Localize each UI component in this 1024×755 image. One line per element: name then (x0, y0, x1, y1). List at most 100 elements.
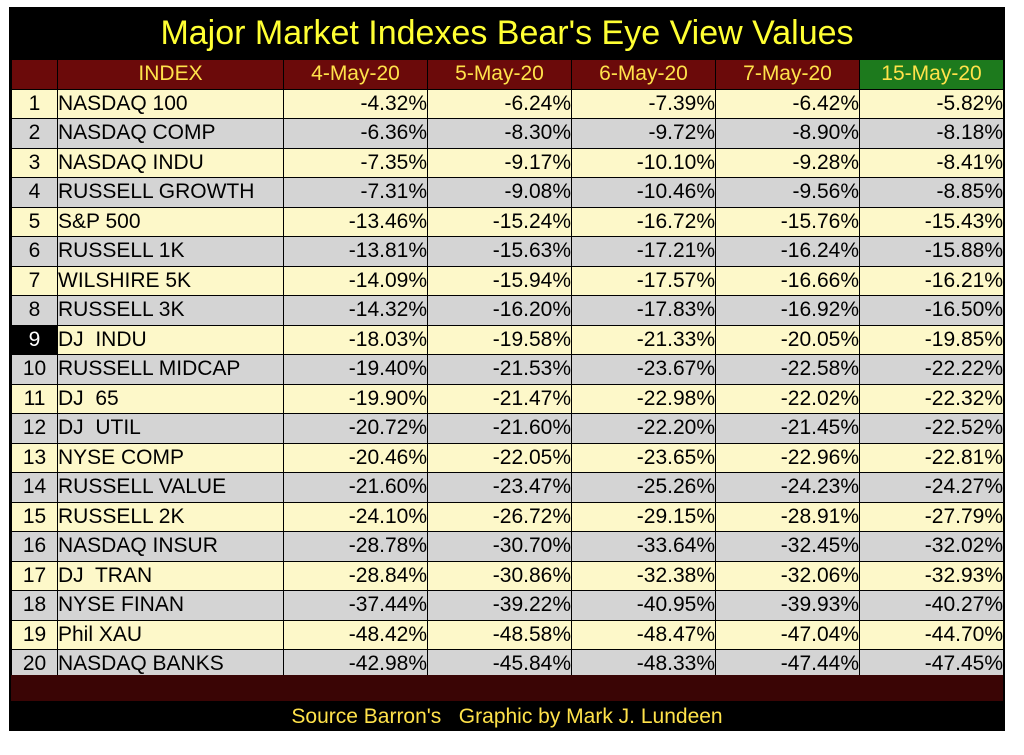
index-name: RUSSELL 1K (57, 236, 284, 267)
value-cell: -9.28% (715, 147, 860, 178)
value-cell: -16.24% (715, 236, 860, 267)
value-cell: -8.30% (427, 118, 572, 149)
value-cell: -28.91% (715, 501, 860, 532)
value-cell: -15.43% (859, 206, 1004, 237)
value-cell: -8.90% (715, 118, 860, 149)
index-name: RUSSELL 2K (57, 501, 284, 532)
table-row: 6 RUSSELL 1K -13.81% -15.63% -17.21% -16.24% -… (11, 236, 1004, 267)
value-cell: -14.09% (283, 265, 428, 296)
value-cell: -39.93% (715, 590, 860, 621)
value-cell: -19.85% (859, 324, 1004, 355)
header-date-3: 5-May-20 (427, 59, 572, 90)
value-cell: -19.90% (283, 383, 428, 414)
value-cell: -32.45% (715, 531, 860, 562)
value-cell: -32.38% (571, 560, 716, 591)
value-cell: -6.24% (427, 88, 572, 119)
index-name: DJ UTIL (57, 413, 284, 444)
table-row: 5 S&P 500 -13.46% -15.24% -16.72% -15.76% -15.… (11, 206, 1004, 237)
value-cell: -29.15% (571, 501, 716, 532)
row-number: 20 (11, 649, 58, 680)
row-number: 4 (11, 177, 58, 208)
value-cell: -22.05% (427, 442, 572, 473)
value-cell: -13.46% (283, 206, 428, 237)
index-table: INDEX 4-May-20 5-May-20 6-May-20 7-May-20 15-… (11, 59, 1004, 680)
value-cell: -5.82% (859, 88, 1004, 119)
value-cell: -48.33% (571, 649, 716, 680)
index-name: RUSSELL VALUE (57, 472, 284, 503)
value-cell: -9.08% (427, 177, 572, 208)
index-name: RUSSELL MIDCAP (57, 354, 284, 385)
value-cell: -26.72% (427, 501, 572, 532)
table-row: 11 DJ 65 -19.90% -21.47% -22.98% -22.02% -22.3… (11, 383, 1004, 414)
index-name: NYSE FINAN (57, 590, 284, 621)
value-cell: -19.58% (427, 324, 572, 355)
chart-title: Major Market Indexes Bear's Eye View Val… (160, 14, 854, 52)
row-number: 10 (11, 354, 58, 385)
value-cell: -15.63% (427, 236, 572, 267)
index-name: RUSSELL 3K (57, 295, 284, 326)
index-name: DJ TRAN (57, 560, 284, 591)
value-cell: -19.40% (283, 354, 428, 385)
value-cell: -14.32% (283, 295, 428, 326)
value-cell: -44.70% (859, 619, 1004, 650)
row-number: 12 (11, 413, 58, 444)
row-number: 7 (11, 265, 58, 296)
row-number: 17 (11, 560, 58, 591)
value-cell: -30.86% (427, 560, 572, 591)
table-row: 14 RUSSELL VALUE -21.60% -23.47% -25.26% -24.… (11, 472, 1004, 503)
row-number: 15 (11, 501, 58, 532)
value-cell: -22.02% (715, 383, 860, 414)
value-cell: -21.60% (427, 413, 572, 444)
header-number (11, 59, 58, 90)
value-cell: -48.47% (571, 619, 716, 650)
row-number: 2 (11, 118, 58, 149)
value-cell: -16.50% (859, 295, 1004, 326)
value-cell: -22.52% (859, 413, 1004, 444)
value-cell: -32.02% (859, 531, 1004, 562)
table-row: 9 DJ INDU -18.03% -19.58% -21.33% -20.05% -19.… (11, 324, 1004, 355)
value-cell: -16.20% (427, 295, 572, 326)
value-cell: -8.18% (859, 118, 1004, 149)
value-cell: -7.31% (283, 177, 428, 208)
value-cell: -21.45% (715, 413, 860, 444)
value-cell: -22.58% (715, 354, 860, 385)
value-cell: -37.44% (283, 590, 428, 621)
value-cell: -40.27% (859, 590, 1004, 621)
value-cell: -23.47% (427, 472, 572, 503)
chart-frame: Major Market Indexes Bear's Eye View Val… (9, 7, 1005, 731)
table-row: 20 NASDAQ BANKS -42.98% -45.84% -48.33% -47.4… (11, 649, 1004, 680)
table-row: 3 NASDAQ INDU -7.35% -9.17% -10.10% -9.28% -8.… (11, 147, 1004, 178)
value-cell: -17.21% (571, 236, 716, 267)
value-cell: -23.67% (571, 354, 716, 385)
value-cell: -40.95% (571, 590, 716, 621)
value-cell: -21.60% (283, 472, 428, 503)
value-cell: -25.26% (571, 472, 716, 503)
index-name: NYSE COMP (57, 442, 284, 473)
value-cell: -27.79% (859, 501, 1004, 532)
header-date-6: 15-May-20 (859, 59, 1004, 90)
index-name: S&P 500 (57, 206, 284, 237)
value-cell: -20.05% (715, 324, 860, 355)
value-cell: -48.58% (427, 619, 572, 650)
value-cell: -6.42% (715, 88, 860, 119)
index-name: RUSSELL GROWTH (57, 177, 284, 208)
value-cell: -16.66% (715, 265, 860, 296)
value-cell: -15.88% (859, 236, 1004, 267)
bottom-band (11, 675, 1003, 701)
table-row: 13 NYSE COMP -20.46% -22.05% -23.65% -22.96% -… (11, 442, 1004, 473)
value-cell: -22.96% (715, 442, 860, 473)
row-number: 5 (11, 206, 58, 237)
value-cell: -22.81% (859, 442, 1004, 473)
value-cell: -8.41% (859, 147, 1004, 178)
row-number: 6 (11, 236, 58, 267)
table-row: 15 RUSSELL 2K -24.10% -26.72% -29.15% -28.91%… (11, 501, 1004, 532)
value-cell: -15.24% (427, 206, 572, 237)
row-number: 3 (11, 147, 58, 178)
table-body: 1 NASDAQ 100 -4.32% -6.24% -7.39% -6.42% -5.82… (11, 88, 1004, 680)
table-row: 4 RUSSELL GROWTH -7.31% -9.08% -10.46% -9.56%… (11, 177, 1004, 208)
value-cell: -10.46% (571, 177, 716, 208)
header-row: INDEX 4-May-20 5-May-20 6-May-20 7-May-20 15-… (11, 59, 1004, 90)
value-cell: -28.78% (283, 531, 428, 562)
value-cell: -21.33% (571, 324, 716, 355)
source-credit: Source Barron's Graphic by Mark J. Lunde… (291, 705, 723, 728)
